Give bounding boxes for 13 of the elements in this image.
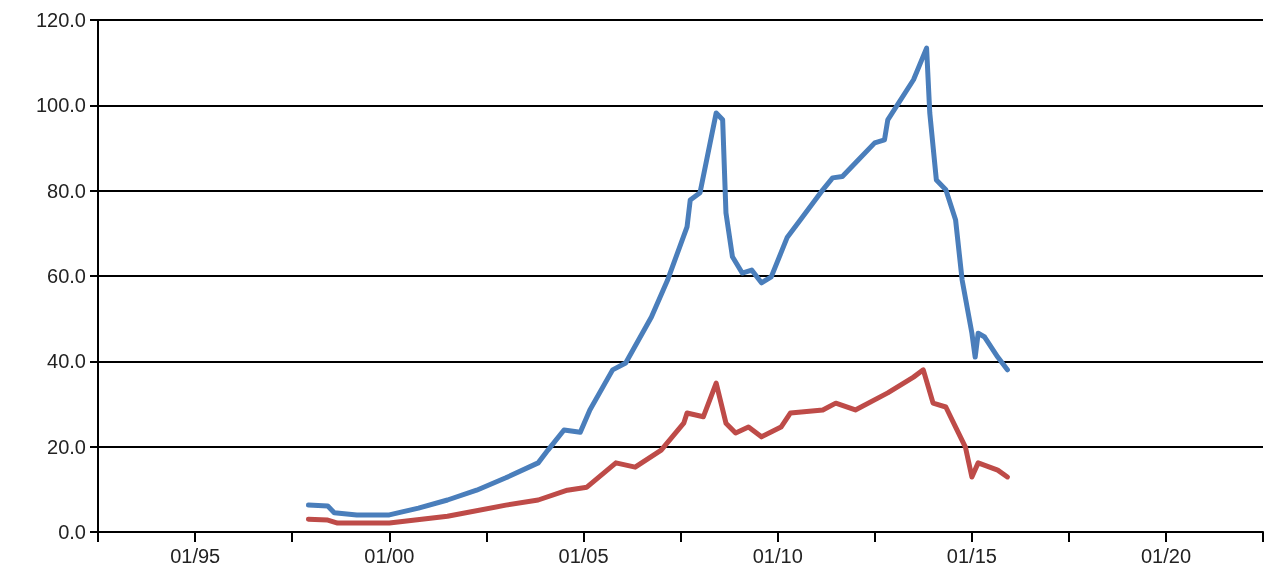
x-tick-label: 01/15 [946,545,997,567]
y-tick-label: 80.0 [47,179,86,202]
x-tick-label: 01/00 [364,545,415,567]
y-tick-label: 0.0 [58,521,86,543]
x-tick-label: 01/20 [1141,545,1192,567]
x-tick-label: 01/10 [752,545,803,567]
y-tick-label: 100.0 [35,94,86,117]
y-tick-label: 20.0 [47,435,86,458]
x-tick-label: 01/05 [558,545,609,567]
y-tick-label: 40.0 [47,350,86,373]
y-tick-label: 120.0 [35,9,86,31]
x-tick-label: 01/95 [170,545,221,567]
y-tick-label: 60.0 [47,265,86,287]
